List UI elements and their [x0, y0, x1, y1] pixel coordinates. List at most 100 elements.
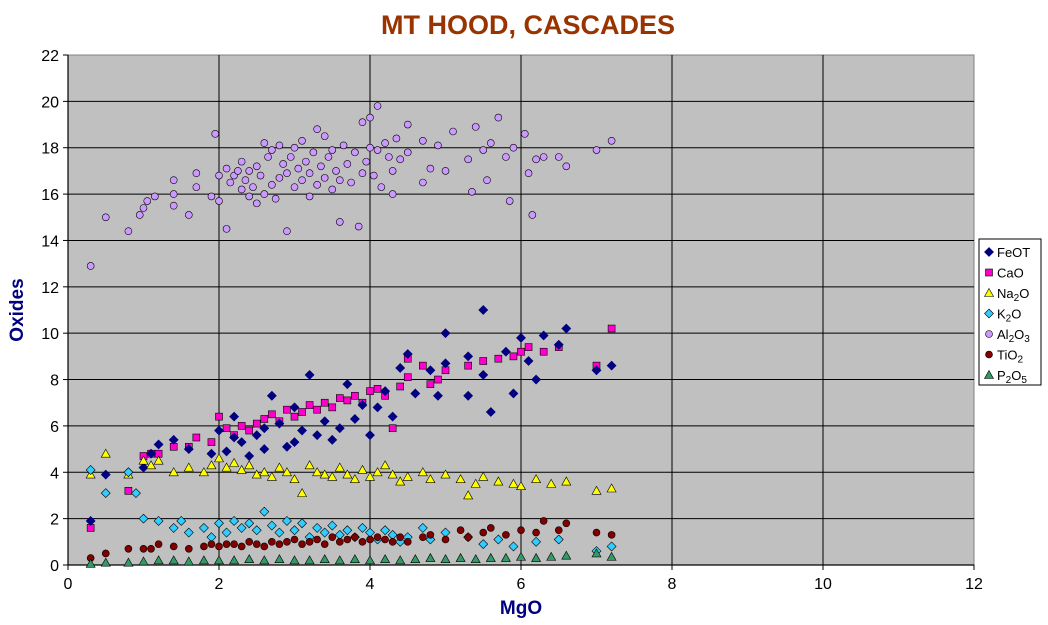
point-p2o5 — [410, 554, 421, 564]
point-na2o — [229, 457, 240, 467]
point-cao — [207, 438, 216, 446]
point-na2o — [221, 462, 232, 472]
point-al2o3 — [343, 160, 352, 168]
y-tick-label: 20 — [41, 94, 59, 111]
point-al2o3 — [222, 225, 231, 233]
point-cao — [464, 361, 472, 370]
point-cao — [260, 415, 269, 423]
point-al2o3 — [449, 127, 457, 136]
point-cao — [268, 410, 276, 419]
point-al2o3 — [385, 153, 393, 161]
point-tio2 — [283, 538, 291, 546]
point-al2o3 — [328, 146, 337, 154]
point-na2o — [304, 460, 315, 470]
point-feot — [146, 448, 156, 459]
point-p2o5 — [531, 552, 542, 562]
point-tio2 — [237, 542, 246, 551]
point-p2o5 — [213, 555, 225, 565]
point-k2o — [131, 488, 141, 499]
point-al2o3 — [468, 187, 476, 196]
point-p2o5 — [455, 552, 466, 562]
point-tio2 — [343, 535, 352, 544]
point-p2o5 — [274, 554, 285, 564]
point-na2o — [146, 460, 157, 470]
point-cao — [290, 412, 299, 421]
point-feot — [402, 349, 413, 359]
point-feot — [516, 332, 526, 343]
point-al2o3 — [207, 192, 216, 201]
point-al2o3 — [524, 169, 533, 178]
legend-subscript: 2 — [1006, 375, 1012, 386]
point-cao — [509, 352, 518, 361]
point-tio2 — [464, 533, 472, 541]
legend-marker-tio2 — [985, 350, 993, 359]
point-na2o — [606, 483, 617, 493]
point-p2o5 — [500, 552, 511, 562]
point-p2o5 — [591, 548, 602, 558]
legend-label-k2o: K2O — [997, 307, 1021, 325]
point-tio2 — [426, 531, 435, 539]
point-al2o3 — [607, 136, 616, 145]
point-k2o — [221, 527, 232, 538]
point-al2o3 — [290, 143, 299, 152]
point-na2o — [168, 467, 179, 477]
point-feot — [319, 416, 330, 427]
point-al2o3 — [317, 162, 325, 171]
legend-label-p2o5: P2O5 — [997, 368, 1027, 386]
point-al2o3 — [215, 171, 223, 180]
point-na2o — [455, 474, 466, 484]
point-al2o3 — [539, 153, 548, 161]
point-al2o3 — [309, 148, 318, 157]
x-axis-title: MgO — [500, 598, 542, 619]
point-al2o3 — [211, 130, 220, 138]
point-cao — [215, 412, 223, 421]
y-tick-label: 4 — [50, 465, 59, 482]
point-k2o — [282, 516, 292, 526]
point-al2o3 — [381, 139, 389, 147]
point-k2o — [478, 539, 489, 550]
point-p2o5 — [100, 557, 111, 567]
point-al2o3 — [335, 218, 344, 226]
point-p2o5 — [349, 554, 360, 564]
point-feot — [606, 360, 617, 371]
point-na2o — [417, 467, 428, 477]
legend-text-part: FeOT — [997, 245, 1030, 260]
legend-text-part: Al — [997, 327, 1009, 342]
point-al2o3 — [275, 141, 284, 150]
point-al2o3 — [392, 134, 401, 143]
y-tick-label: 8 — [50, 373, 59, 390]
point-feot — [266, 390, 277, 401]
point-feot — [251, 430, 262, 441]
legend-item-feot: FeOT — [984, 245, 1030, 260]
point-na2o — [327, 471, 338, 481]
y-tick-label: 12 — [41, 280, 59, 297]
point-na2o — [349, 474, 360, 484]
point-k2o — [138, 513, 149, 524]
point-na2o — [561, 476, 572, 486]
point-p2o5 — [395, 555, 406, 565]
point-al2o3 — [369, 171, 378, 180]
point-na2o — [380, 460, 391, 470]
point-feot — [357, 400, 368, 410]
legend-text-part: O — [1014, 327, 1024, 342]
point-k2o — [266, 520, 277, 531]
point-na2o — [244, 460, 255, 470]
point-na2o — [357, 464, 368, 474]
point-feot — [387, 411, 398, 422]
x-tick-label: 6 — [517, 576, 526, 593]
point-al2o3 — [271, 194, 280, 203]
point-tio2 — [313, 535, 321, 544]
legend-subscript: 2 — [1014, 293, 1020, 304]
point-tio2 — [169, 542, 178, 551]
legend-marker-feot — [984, 247, 994, 257]
point-cao — [419, 361, 427, 370]
point-al2o3 — [294, 164, 303, 173]
point-feot — [410, 388, 421, 399]
point-p2o5 — [244, 554, 255, 564]
point-p2o5 — [153, 555, 164, 565]
legend-subscript: 3 — [1024, 334, 1030, 345]
point-tio2 — [328, 533, 337, 541]
point-tio2 — [124, 544, 133, 553]
point-cao — [494, 354, 503, 363]
